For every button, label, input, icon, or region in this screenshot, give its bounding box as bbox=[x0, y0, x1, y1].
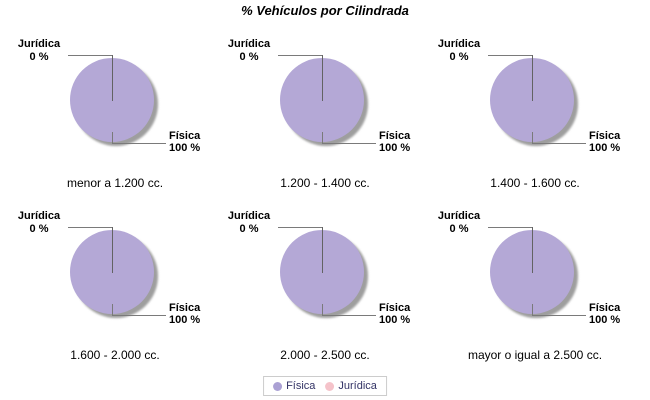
juridica-leader-line bbox=[488, 227, 533, 228]
fisica-slice-label: Física 100 % bbox=[589, 302, 620, 326]
juridica-leader-line bbox=[278, 55, 323, 56]
juridica-leader-line bbox=[68, 227, 113, 228]
fisica-leader-line bbox=[532, 132, 533, 144]
slice-label-value: 0 % bbox=[449, 223, 469, 235]
slice-boundary-line bbox=[532, 55, 533, 101]
slice-label-text: Jurídica bbox=[17, 210, 61, 222]
slice-label-value: 100 % bbox=[379, 142, 411, 154]
fisica-leader-line bbox=[532, 315, 586, 316]
fisica-leader-line bbox=[322, 304, 323, 316]
slice-label-value: 100 % bbox=[589, 142, 621, 154]
fisica-slice-label: Física 100 % bbox=[589, 130, 620, 154]
slice-label-text: Jurídica bbox=[227, 38, 271, 50]
slice-label-value: 0 % bbox=[239, 223, 259, 235]
slice-label-text: Jurídica bbox=[437, 38, 481, 50]
figure-title: % Vehículos por Cilindrada bbox=[241, 3, 409, 18]
slice-label-text: Física bbox=[589, 302, 621, 314]
pie-chart-cell: Jurídica 0 % Física 100 % mayor o igual … bbox=[430, 200, 640, 370]
fisica-leader-line bbox=[532, 143, 586, 144]
slice-label-text: Física bbox=[589, 130, 621, 142]
slice-label-value: 0 % bbox=[29, 223, 49, 235]
slice-label-value: 100 % bbox=[169, 314, 201, 326]
fisica-leader-line bbox=[322, 132, 323, 144]
fisica-leader-line bbox=[112, 132, 113, 144]
pie-chart-cell: Jurídica 0 % Física 100 % menor a 1.200 … bbox=[10, 28, 220, 198]
slice-label-text: Jurídica bbox=[437, 210, 481, 222]
slice-label-value: 100 % bbox=[169, 142, 201, 154]
juridica-slice-label: Jurídica 0 % bbox=[430, 210, 488, 236]
pie-caption: mayor o igual a 2.500 cc. bbox=[467, 348, 603, 362]
fisica-slice-label: Física 100 % bbox=[379, 130, 410, 154]
slice-label-value: 100 % bbox=[589, 314, 621, 326]
slice-label-text: Física bbox=[169, 130, 201, 142]
pie-caption: menor a 1.200 cc. bbox=[66, 176, 164, 190]
slice-label-text: Física bbox=[379, 130, 411, 142]
pie-caption: 2.000 - 2.500 cc. bbox=[280, 348, 370, 362]
pie-chart-cell: Jurídica 0 % Física 100 % 1.400 - 1.600 … bbox=[430, 28, 640, 198]
slice-label-value: 0 % bbox=[29, 51, 49, 63]
slice-label-value: 0 % bbox=[449, 51, 469, 63]
fisica-slice-label: Física 100 % bbox=[169, 302, 200, 326]
juridica-slice-label: Jurídica 0 % bbox=[430, 38, 488, 64]
fisica-slice-label: Física 100 % bbox=[379, 302, 410, 326]
fisica-bullet-icon bbox=[273, 381, 283, 391]
fisica-leader-line bbox=[112, 304, 113, 316]
slice-boundary-line bbox=[322, 55, 323, 101]
juridica-slice-label: Jurídica 0 % bbox=[220, 210, 278, 236]
fisica-leader-line bbox=[112, 315, 166, 316]
slice-boundary-line bbox=[322, 227, 323, 273]
slice-boundary-line bbox=[112, 227, 113, 273]
fisica-slice-label: Física 100 % bbox=[169, 130, 200, 154]
pie-caption: 1.200 - 1.400 cc. bbox=[280, 176, 370, 190]
juridica-slice-label: Jurídica 0 % bbox=[10, 38, 68, 64]
juridica-leader-line bbox=[488, 55, 533, 56]
slice-label-value: 100 % bbox=[379, 314, 411, 326]
legend-label: Física bbox=[286, 380, 316, 392]
chart-legend: Física Jurídica bbox=[263, 376, 387, 396]
legend-item-juridica: Jurídica bbox=[325, 380, 377, 392]
pie-caption: 1.400 - 1.600 cc. bbox=[490, 176, 580, 190]
legend-label: Jurídica bbox=[338, 380, 377, 392]
juridica-bullet-icon bbox=[325, 381, 335, 391]
juridica-leader-line bbox=[68, 55, 113, 56]
pie-chart-cell: Jurídica 0 % Física 100 % 1.200 - 1.400 … bbox=[220, 28, 430, 198]
slice-label-text: Física bbox=[379, 302, 411, 314]
slice-label-text: Física bbox=[169, 302, 201, 314]
legend-item-fisica: Física bbox=[273, 380, 315, 392]
fisica-leader-line bbox=[322, 315, 376, 316]
slice-boundary-line bbox=[532, 227, 533, 273]
juridica-leader-line bbox=[278, 227, 323, 228]
slice-boundary-line bbox=[112, 55, 113, 101]
pie-caption: 1.600 - 2.000 cc. bbox=[70, 348, 160, 362]
pie-chart-cell: Jurídica 0 % Física 100 % 1.600 - 2.000 … bbox=[10, 200, 220, 370]
juridica-slice-label: Jurídica 0 % bbox=[220, 38, 278, 64]
slice-label-text: Jurídica bbox=[17, 38, 61, 50]
pie-chart-cell: Jurídica 0 % Física 100 % 2.000 - 2.500 … bbox=[220, 200, 430, 370]
fisica-leader-line bbox=[322, 143, 376, 144]
slice-label-text: Jurídica bbox=[227, 210, 271, 222]
juridica-slice-label: Jurídica 0 % bbox=[10, 210, 68, 236]
slice-label-value: 0 % bbox=[239, 51, 259, 63]
fisica-leader-line bbox=[112, 143, 166, 144]
fisica-leader-line bbox=[532, 304, 533, 316]
